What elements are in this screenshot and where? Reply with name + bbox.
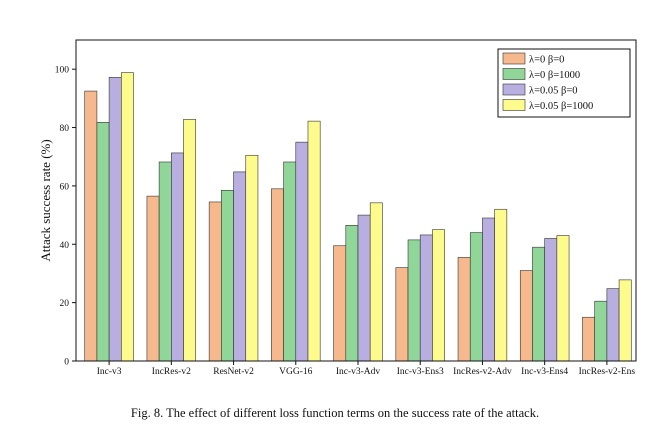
x-tick-label: ResNet-v2 [213, 367, 254, 377]
y-tick-label: 80 [60, 124, 70, 134]
bar-group-resnet-v2 [208, 154, 259, 362]
bar [345, 225, 359, 362]
legend-label: λ=0.05 β=1000 [529, 101, 593, 112]
legend-swatch [502, 99, 526, 111]
bar [333, 245, 347, 362]
bar-group-incres-v2-ens [582, 279, 632, 362]
bar [108, 77, 122, 362]
legend-label: λ=0.05 β=0 [529, 86, 578, 97]
bar [221, 189, 234, 362]
legend-label: λ=0 β=0 [529, 55, 564, 66]
bar [395, 267, 409, 362]
bar-group-inc-v3 [84, 72, 134, 362]
bar-group-vgg-16 [271, 120, 321, 362]
x-tick-label: IncRes-v2 [152, 367, 191, 377]
x-tick-label: IncRes-v2-Adv [453, 367, 512, 377]
bar [457, 257, 471, 362]
bar [469, 232, 483, 362]
x-tick-label: IncRes-v2-Ens [579, 367, 636, 377]
bar [171, 152, 184, 362]
bar [146, 195, 160, 362]
legend-swatch [502, 52, 526, 65]
bar [519, 270, 533, 362]
bar-group-incres-v2 [146, 119, 197, 362]
bar [606, 288, 620, 362]
bar [494, 208, 508, 362]
bar [183, 119, 197, 362]
axes: 0 20 40 60 80 100 Inc-v3 IncRes-v2 ResNet-v2 VGG-… [55, 39, 637, 377]
bar [482, 217, 495, 362]
bar [233, 171, 247, 362]
x-tick-label: Inc-v3 [97, 367, 122, 377]
bar [594, 300, 608, 362]
bar [432, 229, 445, 362]
y-tick-label: 100 [55, 66, 70, 76]
bar [357, 214, 371, 362]
y-tick-label: 20 [60, 299, 70, 309]
bar [419, 234, 433, 362]
bar [532, 246, 545, 362]
legend-swatch [502, 68, 526, 80]
legend-swatch [502, 83, 526, 96]
bar [544, 238, 558, 362]
bar [582, 316, 595, 362]
bar [618, 279, 632, 362]
y-tick-label: 60 [60, 182, 70, 192]
bar [121, 72, 134, 362]
bar-group-inc-v3-ens3 [395, 229, 445, 362]
x-tick-label: Inc-v3-Adv [336, 367, 381, 377]
bar [307, 120, 321, 362]
bar [96, 121, 110, 362]
x-tick-label: VGG-16 [279, 367, 312, 377]
y-tick-label: 0 [64, 358, 69, 368]
y-tick-label: 40 [60, 241, 70, 251]
x-tick-label: Inc-v3-Ens3 [397, 367, 444, 377]
bar-group-incres-v2-adv [457, 208, 508, 362]
bar [283, 161, 297, 362]
bars [84, 72, 632, 362]
plot-frame [75, 39, 637, 362]
bar [369, 202, 383, 362]
bar [84, 90, 98, 362]
bar-chart: 0 20 40 60 80 100 Inc-v3 IncRes-v2 ResNet-v2 VGG-… [38, 39, 637, 377]
bar-group-inc-v3-ens4 [519, 235, 570, 362]
bar [208, 201, 222, 362]
bar-group-inc-v3-adv [333, 202, 383, 362]
bar [245, 154, 259, 362]
bar [556, 235, 570, 362]
y-axis-label: Attack success rate (%) [38, 139, 53, 261]
bar [158, 161, 172, 362]
bar [271, 188, 284, 362]
legend: λ=0 β=0 λ=0 β=1000 λ=0.05 β=0 λ=0.05 β=1000 [497, 48, 631, 118]
legend-label: λ=0 β=1000 [529, 70, 580, 81]
x-tick-label: Inc-v3-Ens4 [521, 367, 568, 377]
bar [295, 141, 309, 362]
figure-caption: Fig. 8. The effect of different loss fun… [130, 406, 540, 420]
bar [407, 239, 421, 362]
